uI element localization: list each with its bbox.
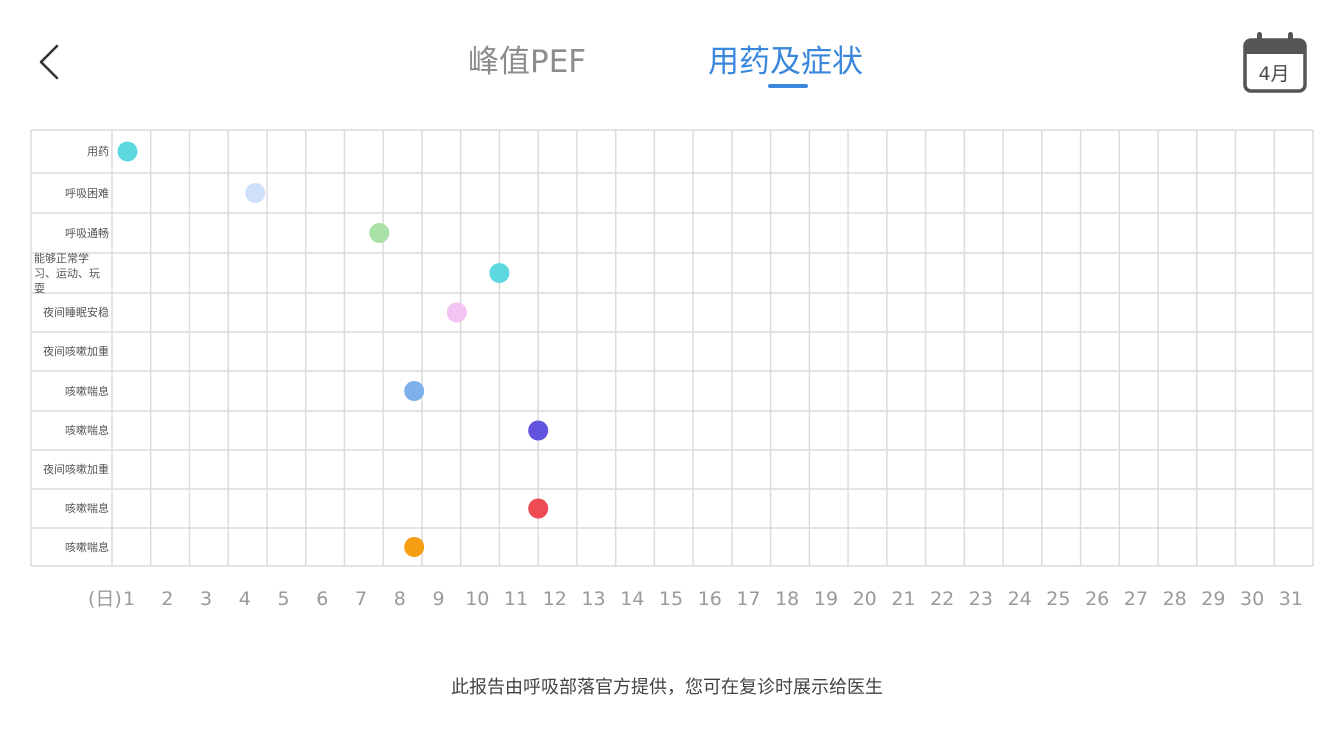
chart-grid xyxy=(30,129,1314,567)
x-tick-label: 10 xyxy=(465,588,490,610)
symptom-marker xyxy=(446,302,467,323)
x-tick-label: 3 xyxy=(200,588,213,610)
row-label: 咳嗽喘息 xyxy=(65,424,109,437)
row-label: 能够正常学习、运动、玩耍 xyxy=(34,251,100,295)
x-tick-label: 16 xyxy=(697,588,722,610)
x-tick-label: 18 xyxy=(775,588,800,610)
x-tick-label: 28 xyxy=(1162,588,1187,610)
symptom-chart xyxy=(30,129,1314,567)
symptom-marker xyxy=(404,381,425,401)
row-label: 咳嗽喘息 xyxy=(65,540,109,554)
row-label: 呼吸困难 xyxy=(65,186,109,200)
row-label: 咳嗽喘息 xyxy=(65,384,109,398)
symptom-marker xyxy=(528,420,549,441)
x-tick-label: 11 xyxy=(503,588,529,610)
calendar-icon xyxy=(1243,32,1307,93)
tab-peak-pef[interactable]: 峰值PEF xyxy=(468,44,587,80)
x-tick-label: 1 xyxy=(122,588,136,610)
x-tick-label: 9 xyxy=(432,588,445,610)
x-tick-label: 20 xyxy=(852,588,877,610)
x-tick-label: 29 xyxy=(1201,588,1226,610)
row-label: 呼吸通畅 xyxy=(65,226,109,240)
x-tick-label: 14 xyxy=(620,588,645,610)
x-tick-label: 19 xyxy=(813,588,839,610)
x-tick-label: 31 xyxy=(1278,588,1303,610)
x-tick-label: 24 xyxy=(1007,588,1032,610)
x-tick-label: 7 xyxy=(355,588,368,610)
x-tick-label: 27 xyxy=(1123,588,1148,610)
x-tick-label: 15 xyxy=(658,588,684,610)
x-tick-label: 5 xyxy=(277,588,290,610)
x-tick-label: 6 xyxy=(316,588,329,610)
active-tab-indicator xyxy=(768,84,808,88)
footer-note: 此报告由呼吸部落官方提供，您可在复诊时展示给医生 xyxy=(451,677,883,698)
row-label: 夜间睡眠安稳 xyxy=(43,306,109,319)
x-tick-label: 26 xyxy=(1085,588,1110,610)
calendar-button[interactable]: 4月 xyxy=(1242,30,1308,94)
x-axis-unit-label: (日) xyxy=(88,588,122,610)
x-tick-label: 30 xyxy=(1240,588,1265,610)
x-tick-label: 13 xyxy=(581,588,606,610)
x-tick-label: 4 xyxy=(238,588,251,610)
x-tick-label: 25 xyxy=(1046,588,1071,610)
x-tick-label: 12 xyxy=(542,588,567,610)
symptom-marker xyxy=(489,263,510,283)
symptom-marker xyxy=(117,141,138,162)
symptom-marker xyxy=(245,183,266,203)
calendar-month-label: 4月 xyxy=(1258,63,1290,85)
row-label: 用药 xyxy=(87,145,109,158)
x-tick-label: 8 xyxy=(393,588,406,610)
x-tick-label: 23 xyxy=(968,588,993,610)
back-button[interactable] xyxy=(28,40,68,84)
symptom-marker xyxy=(369,223,390,243)
x-tick-label: 17 xyxy=(736,588,761,610)
x-tick-label: 22 xyxy=(930,588,955,610)
symptom-marker xyxy=(528,498,549,519)
chevron-left-icon xyxy=(39,44,59,80)
row-label: 夜间咳嗽加重 xyxy=(43,345,109,358)
symptom-marker xyxy=(404,537,425,557)
row-label: 咳嗽喘息 xyxy=(65,502,109,515)
tab-medication-symptoms[interactable]: 用药及症状 xyxy=(708,44,863,80)
x-tick-label: 2 xyxy=(161,588,174,610)
x-tick-label: 21 xyxy=(891,588,916,610)
row-label: 夜间咳嗽加重 xyxy=(43,463,109,476)
